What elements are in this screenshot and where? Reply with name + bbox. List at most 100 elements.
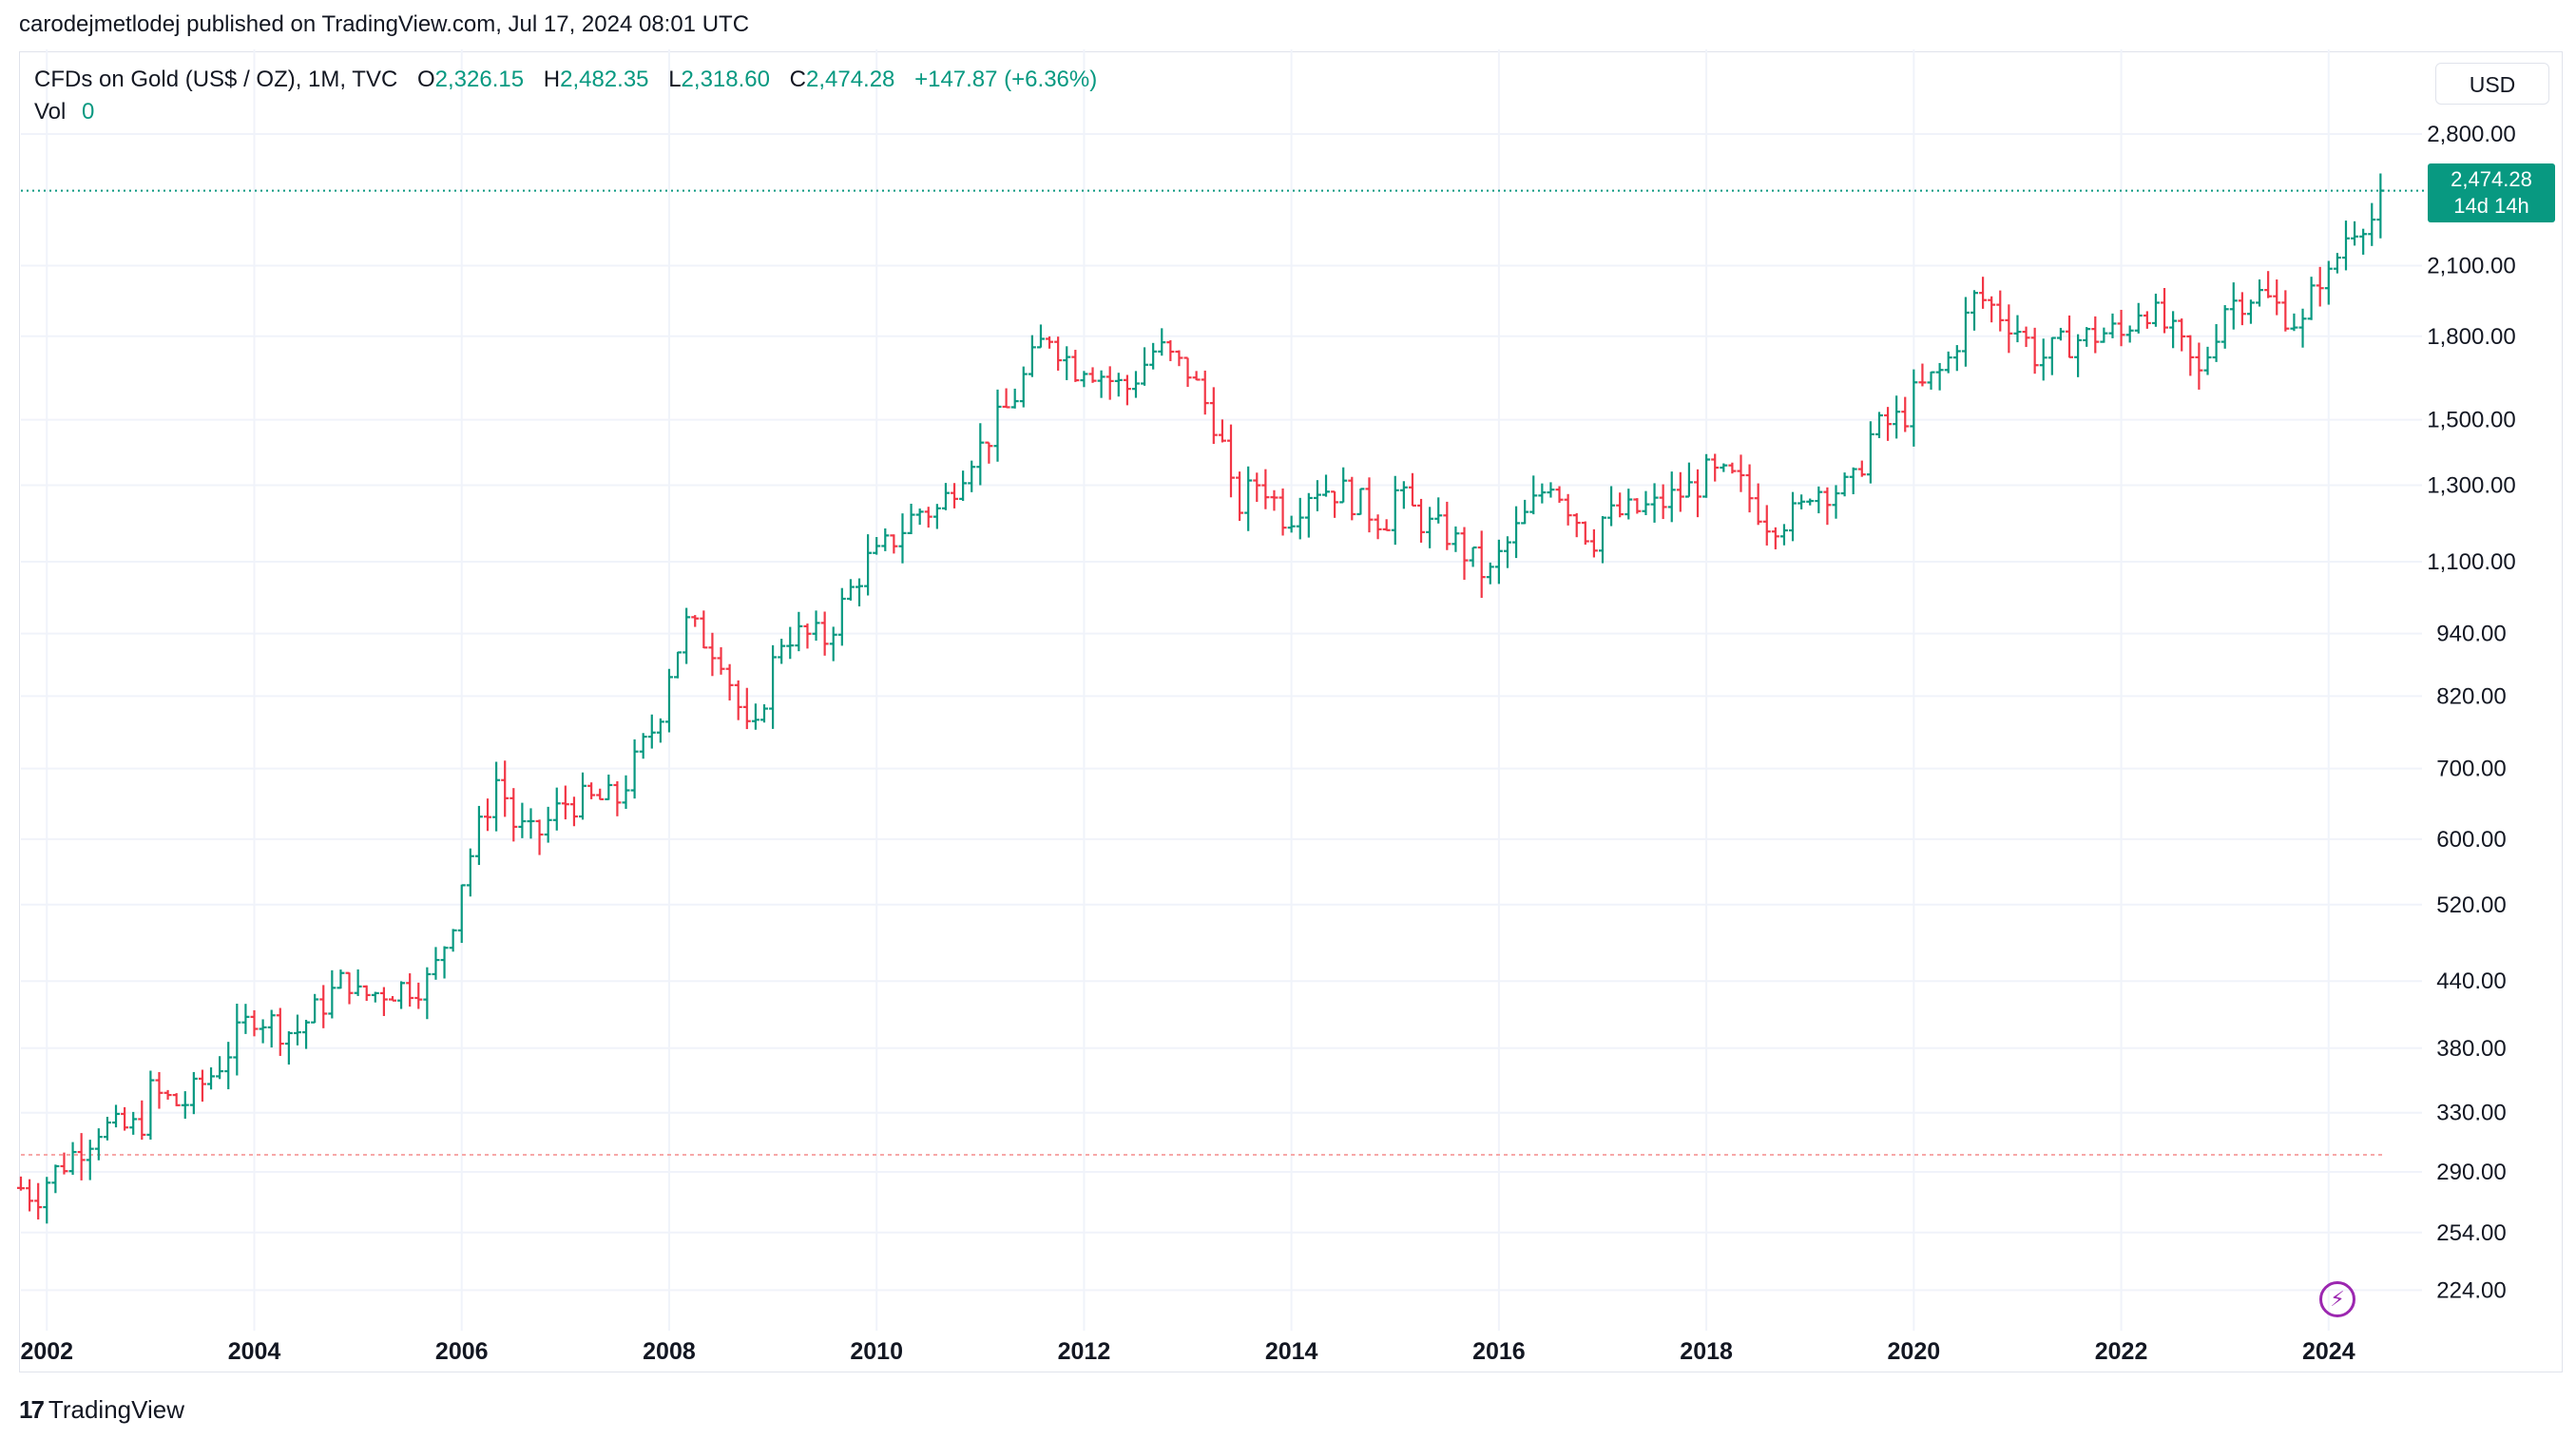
ohlc-bar [2341, 221, 2350, 271]
y-tick-label: 440.00 [2436, 969, 2506, 994]
ohlc-bar [284, 1031, 293, 1065]
ohlc-bar [259, 1019, 267, 1044]
ohlc-bar [1149, 342, 1158, 370]
ohlc-bar [2143, 311, 2151, 329]
ohlc-bar [2178, 318, 2186, 352]
ohlc-bar [1901, 396, 1910, 432]
close-value: 2,474.28 [805, 67, 895, 92]
ohlc-bar [1547, 482, 1555, 498]
ohlc-bar [1840, 472, 1849, 497]
ohlc-bar [951, 483, 959, 508]
ohlc-bar [1192, 371, 1201, 381]
ohlc-bar [1694, 469, 1702, 518]
ohlc-bar [1331, 490, 1339, 518]
ohlc-bar [293, 1014, 301, 1046]
ohlc-bar [1374, 514, 1382, 540]
ohlc-bar [302, 1019, 311, 1049]
x-tick-label: 2012 [1058, 1338, 1111, 1365]
ohlc-bar [1304, 492, 1313, 538]
ohlc-bar [759, 704, 768, 723]
ohlc-bar [345, 971, 354, 1005]
low-value: 2,318.60 [681, 67, 770, 92]
ohlc-bar [2195, 342, 2203, 390]
symbol-legend[interactable]: CFDs on Gold (US$ / OZ), 1M, TVC O2,326.… [34, 67, 1097, 93]
ohlc-bar [932, 504, 941, 529]
ohlc-bar [1616, 492, 1624, 518]
ohlc-bar [1080, 371, 1088, 388]
ohlc-bar [1823, 487, 1832, 526]
ohlc-bar [1555, 486, 1564, 503]
x-tick-label: 2022 [2095, 1338, 2148, 1365]
published-line: carodejmetlodej published on TradingView… [19, 11, 750, 37]
ohlc-bar [829, 626, 837, 662]
ohlc-bar [2238, 292, 2246, 326]
ohlc-bar [1236, 471, 1244, 522]
ohlc-bar [138, 1100, 146, 1141]
ohlc-bar [2091, 316, 2100, 354]
ohlc-bar [1408, 472, 1416, 508]
ohlc-bar [2246, 299, 2255, 324]
ohlc-bar [915, 508, 924, 526]
currency-button[interactable]: USD [2435, 63, 2549, 105]
ohlc-bar [26, 1179, 34, 1212]
ohlc-bar [440, 946, 449, 979]
volume-legend[interactable]: Vol 0 [34, 99, 94, 125]
ohlc-bar [432, 947, 440, 980]
x-tick-label: 2006 [435, 1338, 489, 1365]
ohlc-bar [241, 1004, 250, 1034]
ohlc-bar [795, 611, 803, 652]
ohlc-bar [1417, 498, 1426, 543]
open-value: 2,326.15 [434, 67, 525, 92]
ohlc-bar [1650, 483, 1659, 523]
time-axis: 2002 2004 2006 2008 2010 2012 2014 2016 2018 2020… [20, 1338, 2355, 1365]
ohlc-bar [354, 969, 362, 996]
ohlc-bar [457, 884, 466, 944]
ohlc-bar [2290, 313, 2298, 332]
y-tick-label: 1,100.00 [2427, 549, 2515, 575]
ohlc-bar [786, 626, 795, 660]
ohlc-bar [1745, 464, 1754, 513]
ohlc-bar [1711, 453, 1720, 482]
ohlc-bar [1494, 539, 1503, 585]
ohlc-bar [1028, 335, 1036, 377]
ohlc-bar [129, 1111, 138, 1135]
ohlc-bar [587, 782, 596, 799]
ohlc-bar [1054, 336, 1063, 371]
ohlc-bar [51, 1164, 60, 1194]
ohlc-bar [1348, 476, 1356, 521]
ohlc-bar [328, 969, 336, 1019]
ohlc-bar [1426, 507, 1434, 548]
ohlc-bar [639, 733, 647, 759]
ohlc-bar [189, 1071, 198, 1115]
ohlc-bar [2066, 315, 2074, 358]
ohlc-bar [319, 985, 328, 1028]
x-tick-label: 2002 [20, 1338, 73, 1365]
ohlc-bar [207, 1066, 216, 1090]
lightning-icon[interactable]: ⚡ [2319, 1281, 2355, 1317]
ohlc-bar [1979, 277, 1988, 309]
ohlc-bar [336, 969, 345, 989]
ohlc-bar [959, 470, 968, 502]
ohlc-bar [2117, 310, 2125, 347]
ohlc-bar [2134, 302, 2143, 334]
ohlc-bar [1097, 370, 1105, 398]
ohlc-bar [276, 1007, 284, 1056]
symbol-name[interactable]: CFDs on Gold (US$ / OZ), 1M, TVC [34, 67, 398, 92]
ohlc-bar [1088, 367, 1097, 383]
ohlc-bar [2125, 325, 2134, 343]
price-axis: 224.00 254.00 290.00 330.00 380.00 440.00 520.… [2427, 122, 2515, 1303]
ohlc-bar [1382, 519, 1391, 531]
ohlc-bar [68, 1142, 77, 1176]
ohlc-bar [172, 1093, 181, 1106]
y-tick-label: 520.00 [2436, 892, 2506, 918]
ohlc-bar [605, 774, 613, 800]
y-tick-label: 1,300.00 [2427, 472, 2515, 498]
ohlc-bar [1771, 527, 1779, 549]
ohlc-bar [820, 611, 829, 656]
ohlc-bar [2039, 338, 2047, 381]
y-tick-label: 290.00 [2436, 1160, 2506, 1185]
tradingview-logo-icon: 17 [19, 1395, 45, 1424]
ohlc-bar [371, 991, 379, 1003]
tradingview-brand[interactable]: 17 TradingView [19, 1395, 184, 1425]
